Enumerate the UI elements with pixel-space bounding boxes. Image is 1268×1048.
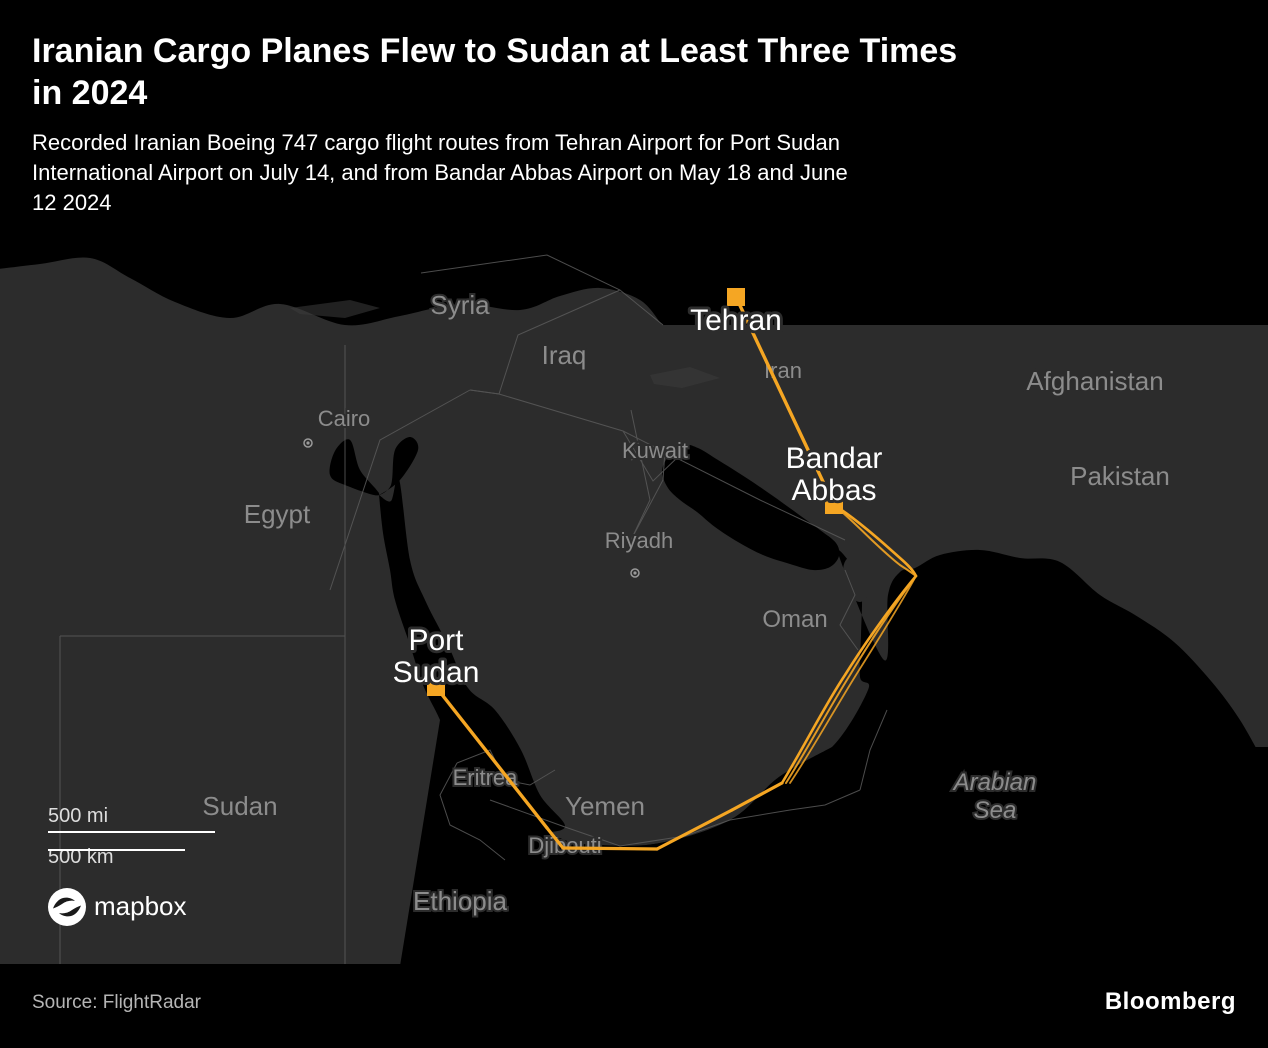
- svg-text:Pakistan: Pakistan: [1070, 461, 1170, 491]
- svg-text:Kuwait: Kuwait: [622, 438, 688, 463]
- svg-text:Afghanistan: Afghanistan: [1026, 366, 1163, 396]
- svg-text:mapbox: mapbox: [94, 891, 187, 921]
- svg-text:Riyadh: Riyadh: [605, 528, 673, 553]
- svg-text:Djibouti: Djibouti: [528, 833, 601, 858]
- svg-text:Syria: Syria: [430, 290, 490, 320]
- svg-text:Ethiopia: Ethiopia: [413, 886, 507, 916]
- svg-text:Sudan: Sudan: [393, 656, 480, 689]
- svg-text:Arabian: Arabian: [952, 769, 1037, 796]
- svg-text:Sea: Sea: [974, 797, 1017, 824]
- svg-text:Tehran: Tehran: [690, 304, 782, 337]
- svg-text:Bandar: Bandar: [786, 442, 883, 475]
- svg-text:500 mi: 500 mi: [48, 805, 108, 827]
- svg-text:Cairo: Cairo: [318, 406, 371, 431]
- svg-text:Sudan: Sudan: [202, 791, 277, 821]
- svg-text:Egypt: Egypt: [244, 499, 311, 529]
- svg-text:Yemen: Yemen: [565, 791, 645, 821]
- svg-text:Abbas: Abbas: [791, 474, 876, 507]
- svg-text:Iraq: Iraq: [542, 340, 587, 370]
- svg-text:Port: Port: [408, 624, 464, 657]
- svg-text:Oman: Oman: [762, 606, 827, 633]
